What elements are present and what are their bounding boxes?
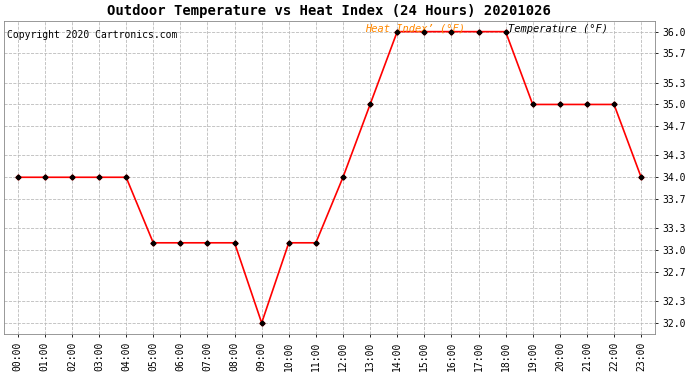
Text: Copyright 2020 Cartronics.com: Copyright 2020 Cartronics.com bbox=[8, 30, 178, 40]
Title: Outdoor Temperature vs Heat Index (24 Hours) 20201026: Outdoor Temperature vs Heat Index (24 Ho… bbox=[108, 4, 551, 18]
Text: Temperature (°F): Temperature (°F) bbox=[509, 24, 609, 34]
Text: Heat Index’ (°F): Heat Index’ (°F) bbox=[365, 24, 465, 34]
